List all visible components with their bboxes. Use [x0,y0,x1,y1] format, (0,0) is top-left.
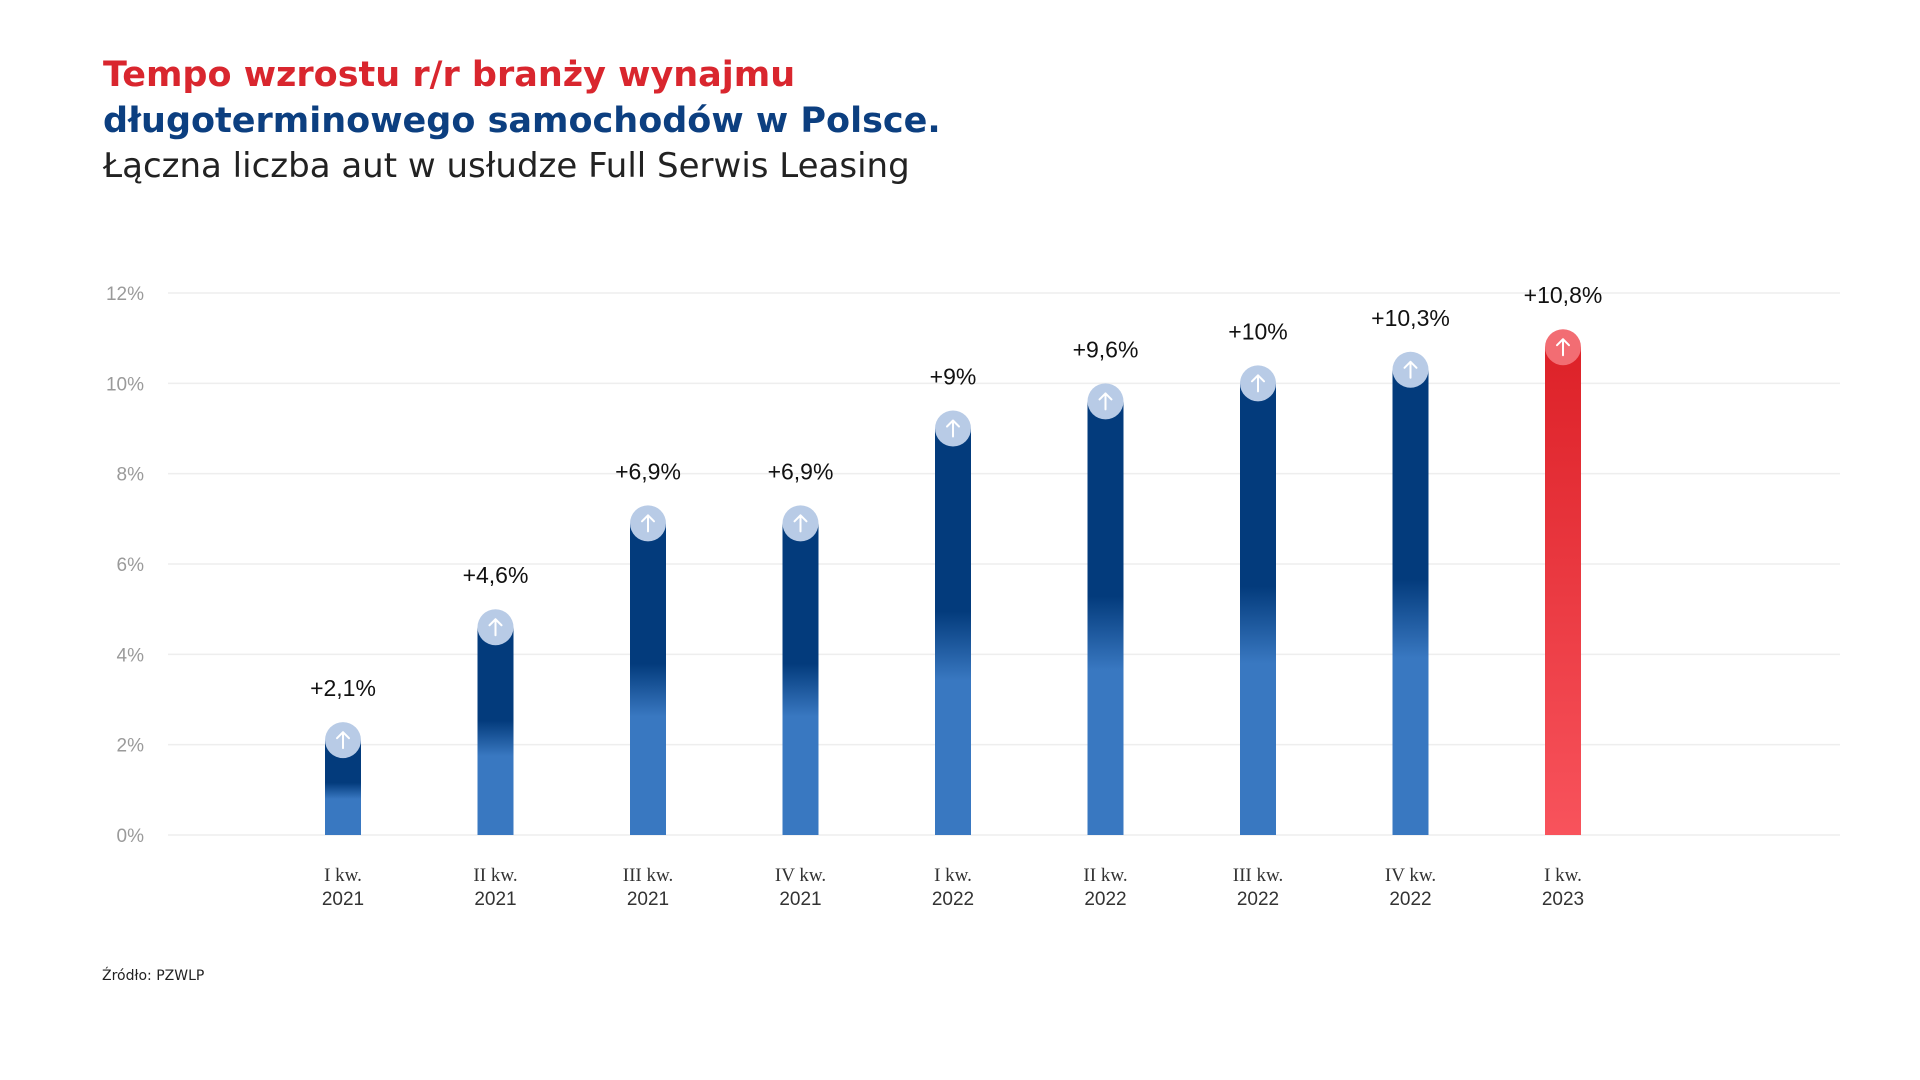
arrow-up-icon [946,419,960,438]
source-note: Źródło: PZWLP [102,968,205,984]
bar-marker [325,722,361,759]
arrow-up-icon [1403,360,1418,379]
bar [1087,401,1124,835]
data-label: +2,1% [310,675,376,701]
y-tick-label: 4% [117,645,145,666]
bar-marker [477,609,514,646]
x-tick-label: IV kw. [1385,865,1436,886]
data-label: +9,6% [1073,336,1139,362]
x-tick-label: III kw. [623,865,673,886]
x-tick-label: 2021 [627,889,669,910]
x-tick-label: 2021 [779,889,821,910]
bar [782,523,819,835]
x-tick-label: I kw. [324,865,362,886]
y-tick-label: 10% [106,374,144,395]
data-label: +10,8% [1524,282,1603,308]
x-tick-label: 2022 [1084,889,1126,910]
data-label: +9% [930,364,977,390]
bar [630,523,666,835]
arrow-up-icon [1251,374,1265,393]
bar [935,428,971,835]
x-tick-label: 2022 [1389,889,1431,910]
title-block: Tempo wzrostu r/r branży wynajmu długote… [103,52,941,188]
data-label: +4,6% [463,562,529,588]
data-label: +10,3% [1371,305,1450,331]
y-tick-label: 2% [117,736,145,757]
bar [1240,383,1276,835]
x-tick-label: I kw. [1544,865,1582,886]
y-tick-label: 0% [117,826,145,847]
y-tick-label: 8% [117,465,145,486]
bar-marker [1240,365,1276,402]
arrow-up-icon [1556,338,1570,357]
data-label: +6,9% [615,458,681,484]
bar [1392,369,1429,835]
bar-marker [1392,351,1429,388]
x-tick-label: 2023 [1542,889,1584,910]
x-tick-label: I kw. [934,865,972,886]
x-tick-label: III kw. [1233,865,1283,886]
arrow-up-icon [793,514,808,533]
x-tick-label: 2022 [932,889,974,910]
data-label: +6,9% [768,458,834,484]
x-tick-label: 2021 [322,889,364,910]
x-tick-label: II kw. [1083,865,1127,886]
arrow-up-icon [488,618,503,637]
bar-marker [1545,329,1581,366]
x-tick-label: 2021 [474,889,516,910]
bar-marker [1087,383,1124,420]
y-tick-label: 6% [117,555,145,576]
bar-marker [630,505,666,542]
arrow-up-icon [641,514,655,533]
chart-title-line-2: długoterminowego samochodów w Polsce. [103,101,941,141]
bar [477,627,514,835]
bar [1545,347,1581,835]
bar-marker [782,505,819,542]
bar-marker [935,410,971,447]
arrow-up-icon [1098,392,1113,411]
x-tick-label: IV kw. [775,865,826,886]
x-tick-label: II kw. [473,865,517,886]
y-tick-label: 12% [106,284,144,305]
data-label: +10% [1228,318,1287,344]
x-tick-label: 2022 [1237,889,1279,910]
chart-subtitle: Łączna liczba aut w usłudze Full Serwis … [103,146,910,186]
arrow-up-icon [336,731,350,750]
chart-title-line-1: Tempo wzrostu r/r branży wynajmu [103,55,796,95]
